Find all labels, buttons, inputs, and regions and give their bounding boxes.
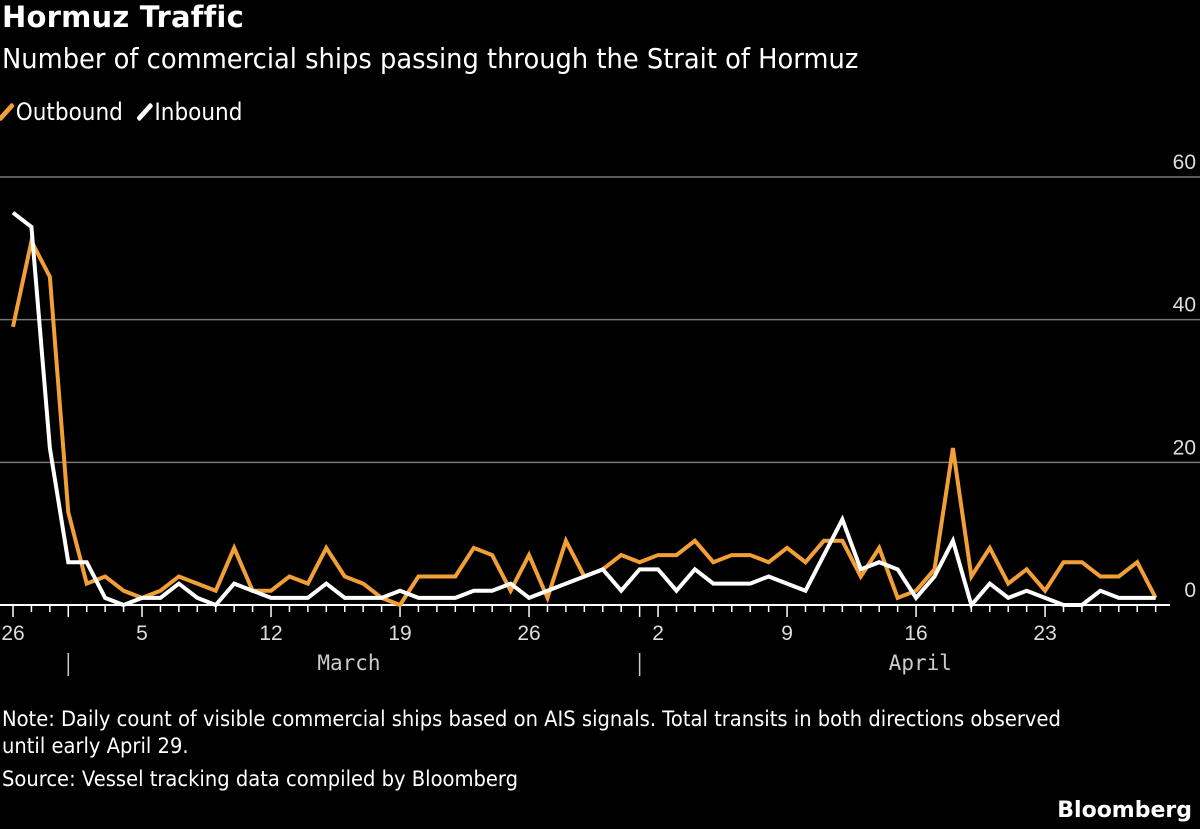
series-line-outbound — [11, 235, 1158, 608]
month-label: April — [889, 651, 952, 675]
y-tick-label: 20 — [1173, 436, 1196, 459]
chart-note: Note: Daily count of visible commercial … — [2, 707, 1061, 758]
x-tick-label: 5 — [136, 622, 148, 645]
chart-title: Hormuz Traffic — [2, 0, 244, 34]
x-tick-label: 26 — [1, 622, 24, 645]
legend-label-inbound: Inbound — [154, 98, 243, 126]
legend-item-inbound: Inbound — [136, 98, 243, 126]
y-tick-label: 40 — [1173, 294, 1196, 317]
x-tick-label: 9 — [781, 622, 793, 645]
legend-item-outbound: Outbound — [0, 98, 123, 126]
y-tick-label: 60 — [1173, 151, 1196, 174]
legend-label-outbound: Outbound — [15, 98, 123, 126]
series-line-inbound — [11, 211, 1156, 610]
y-tick-label: 0 — [1184, 579, 1196, 602]
chart-source: Source: Vessel tracking data compiled by… — [2, 767, 519, 791]
x-tick-label: 2 — [652, 622, 664, 645]
month-label: March — [317, 651, 380, 675]
x-tick-label: 23 — [1033, 622, 1056, 645]
x-tick-label: 19 — [388, 622, 411, 645]
bloomberg-logo: Bloomberg — [1057, 798, 1192, 823]
x-tick-label: 12 — [259, 622, 282, 645]
x-tick-label: 26 — [517, 622, 540, 645]
line-chart: 0 20 40 60 26 5 12 19 26 2 9 16 23 March April — [0, 151, 1200, 676]
legend: Outbound Inbound — [0, 98, 243, 126]
chart-subtitle: Number of commercial ships passing throu… — [2, 42, 859, 75]
x-tick-label: 16 — [904, 622, 927, 645]
